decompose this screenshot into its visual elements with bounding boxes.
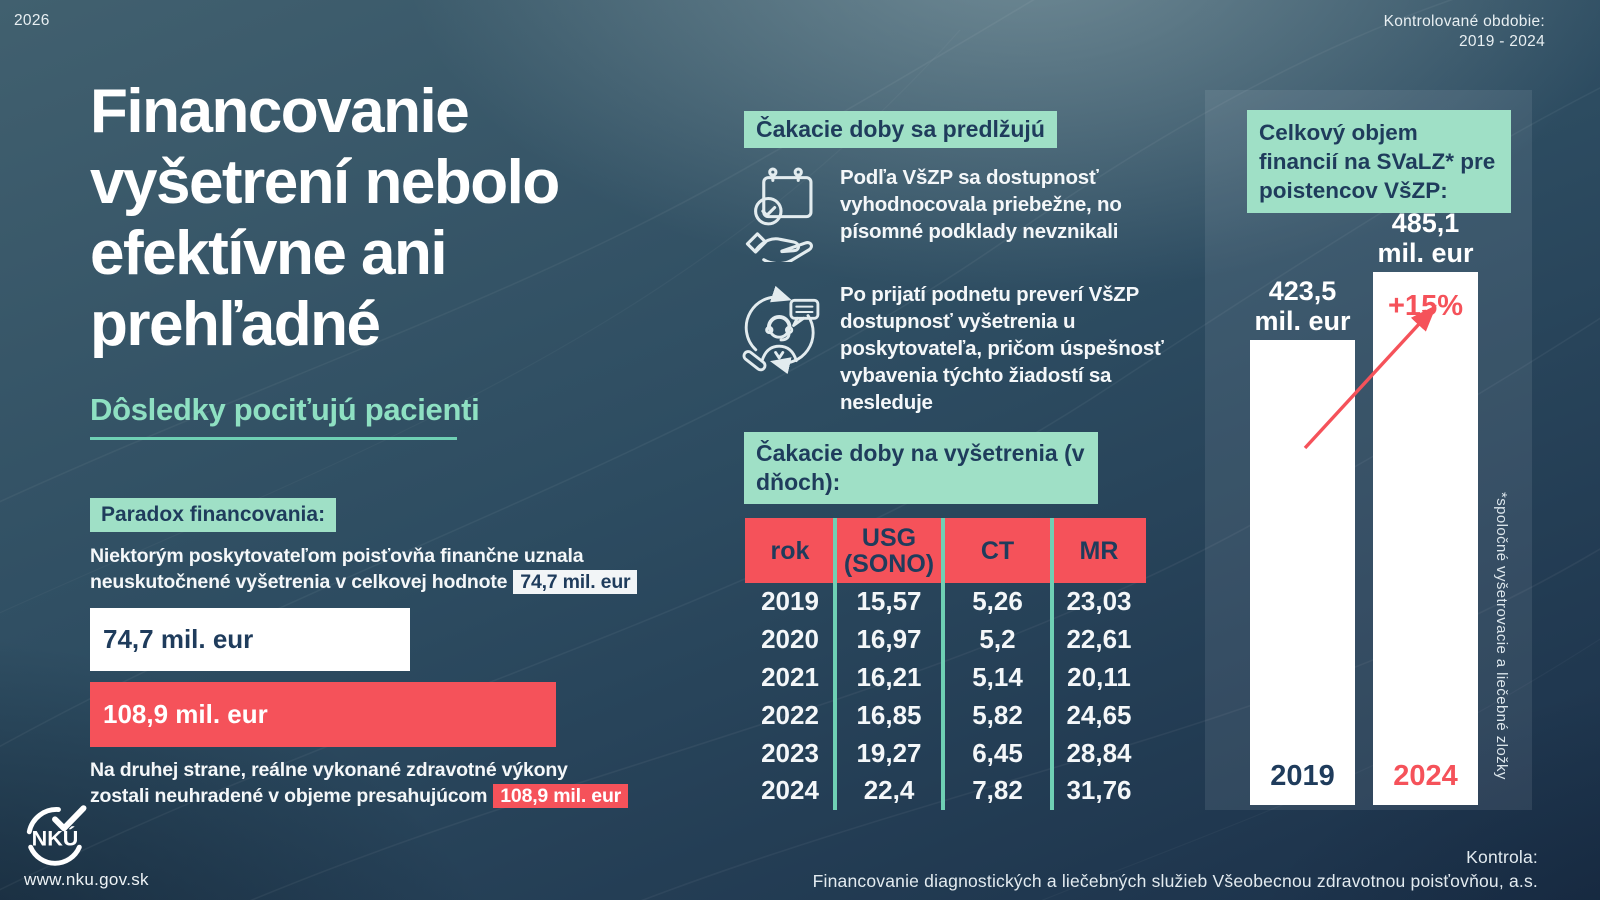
publication-year: 2026 xyxy=(14,12,50,29)
table-header-row: rok USG (SONO) CT MR xyxy=(745,518,1146,583)
bar-2024-year: 2024 xyxy=(1393,760,1458,792)
table-cell: 23,03 xyxy=(1066,586,1132,617)
table-separator xyxy=(941,518,945,810)
bar-2019-year: 2019 xyxy=(1270,760,1335,792)
table-cell: 22,61 xyxy=(1066,624,1132,655)
table-separator xyxy=(833,518,837,810)
waiting-times-badge: Čakacie doby sa predlžujú xyxy=(744,111,1057,148)
table-cell: 2023 xyxy=(761,737,819,768)
page-title: Financovanie vyšetrení nebolo efektívne … xyxy=(90,76,560,360)
paragraph-line: zostali neuhradené v objeme presahujúcom… xyxy=(90,783,629,809)
waiting-item-1-text: Podľa VšZP sa dostupnosť vyhodnocovala p… xyxy=(840,166,1122,243)
highlight-amount-red: 108,9 mil. eur xyxy=(493,784,629,808)
table-cell: 16,85 xyxy=(856,699,922,730)
title-line-2: vyšetrení nebolo xyxy=(90,148,560,217)
table-cell: 22,4 xyxy=(863,775,915,806)
table-row: 2023 19,27 6,45 28,84 xyxy=(745,734,1146,772)
delta-percent: +15% xyxy=(1388,290,1463,322)
table-cell: 16,97 xyxy=(856,624,922,655)
table-cell: 5,26 xyxy=(972,586,1023,617)
table-cell: 2022 xyxy=(761,699,819,730)
highlight-amount-white: 74,7 mil. eur xyxy=(513,570,638,594)
svg-text:NKÚ: NKÚ xyxy=(32,826,79,851)
table-cell: 5,2 xyxy=(979,624,1016,655)
table-row: 2022 16,85 5,82 24,65 xyxy=(745,696,1146,734)
paragraph-line: neuskutočnené vyšetrenia v celkovej hodn… xyxy=(90,569,638,595)
bar-2019-value: 423,5 mil. eur xyxy=(1254,276,1351,336)
table-header-usg: USG (SONO) xyxy=(843,523,935,578)
callcenter-icon xyxy=(742,285,820,375)
table-cell: 24,65 xyxy=(1066,699,1132,730)
table-cell: 31,76 xyxy=(1066,775,1132,806)
control-value: Financovanie diagnostických a liečebných… xyxy=(812,871,1538,891)
paragraph-line: Na druhej strane, reálne vykonané zdravo… xyxy=(90,759,568,781)
bar-recognized-amount: 74,7 mil. eur xyxy=(90,608,410,671)
paradox-paragraph-1: Niektorým poskytovateľom poisťovňa finan… xyxy=(90,543,638,595)
table-header-ct: CT xyxy=(980,536,1015,565)
svalz-panel: Celkový objem financií na SVaLZ* pre poi… xyxy=(1205,90,1532,810)
waiting-item-2-text: Po prijatí podnetu preverí VšZP dostupno… xyxy=(840,283,1164,414)
website-link[interactable]: www.nku.gov.sk xyxy=(24,870,149,889)
table-cell: 5,14 xyxy=(972,661,1023,692)
table-cell: 2021 xyxy=(761,661,819,692)
subtitle-underline xyxy=(90,437,457,440)
table-cell: 7,82 xyxy=(972,775,1023,806)
waiting-times-table: rok USG (SONO) CT MR 2019 15,57 5,26 23,03 2… xyxy=(745,518,1146,810)
controlled-period: Kontrolované obdobie: 2019 - 2024 xyxy=(1384,12,1545,52)
control-label: Kontrola: xyxy=(1466,847,1538,867)
table-header-rok: rok xyxy=(770,536,810,565)
bar-2019: 2019 xyxy=(1250,340,1355,805)
calendar-hand-icon xyxy=(745,167,813,262)
paradox-paragraph-2: Na druhej strane, reálne vykonané zdravo… xyxy=(90,757,629,809)
table-cell: 20,11 xyxy=(1067,661,1131,692)
table-row: 2021 16,21 5,14 20,11 xyxy=(745,659,1146,697)
table-cell: 28,84 xyxy=(1066,737,1132,768)
bar-2024-value: 485,1 mil. eur xyxy=(1377,208,1474,268)
controlled-period-value: 2019 - 2024 xyxy=(1458,33,1545,50)
table-cell: 2024 xyxy=(761,775,819,806)
paradox-badge: Paradox financovania: xyxy=(90,498,337,532)
waiting-table-badge: Čakacie doby na vyšetrenia (v dňoch): xyxy=(744,432,1098,504)
table-cell: 19,27 xyxy=(856,737,922,768)
subtitle: Dôsledky pociťujú pacienti xyxy=(90,392,480,427)
svalz-footnote: *spoločné vyšetrovacie a liečebné zložky xyxy=(1493,492,1510,780)
bar-2024: 2024 xyxy=(1373,272,1478,805)
control-info: Kontrola: Financovanie diagnostických a … xyxy=(813,845,1538,893)
bar-unpaid-amount: 108,9 mil. eur xyxy=(90,682,556,747)
svalz-badge: Celkový objem financií na SVaLZ* pre poi… xyxy=(1247,110,1511,213)
title-line-1: Financovanie xyxy=(90,77,470,146)
table-cell: 16,21 xyxy=(856,661,922,692)
table-header-mr: MR xyxy=(1079,536,1119,565)
table-cell: 5,82 xyxy=(972,699,1023,730)
table-cell: 6,45 xyxy=(972,737,1023,768)
title-line-3: efektívne ani xyxy=(90,219,448,288)
table-cell: 2020 xyxy=(761,624,819,655)
table-row: 2024 22,4 7,82 31,76 xyxy=(745,772,1146,810)
table-cell: 15,57 xyxy=(856,586,922,617)
table-row: 2019 15,57 5,26 23,03 xyxy=(745,583,1146,621)
paragraph-line: Niektorým poskytovateľom poisťovňa finan… xyxy=(90,545,584,567)
title-line-4: prehľadné xyxy=(90,290,381,359)
table-row: 2020 16,97 5,2 22,61 xyxy=(745,621,1146,659)
table-cell: 2019 xyxy=(761,586,819,617)
waiting-table-rows: 2019 15,57 5,26 23,03 2020 16,97 5,2 22,61 2021 1… xyxy=(745,583,1146,810)
controlled-period-label: Kontrolované obdobie: xyxy=(1383,13,1545,30)
table-separator xyxy=(1050,518,1054,810)
nku-logo: NKÚ xyxy=(26,805,87,866)
